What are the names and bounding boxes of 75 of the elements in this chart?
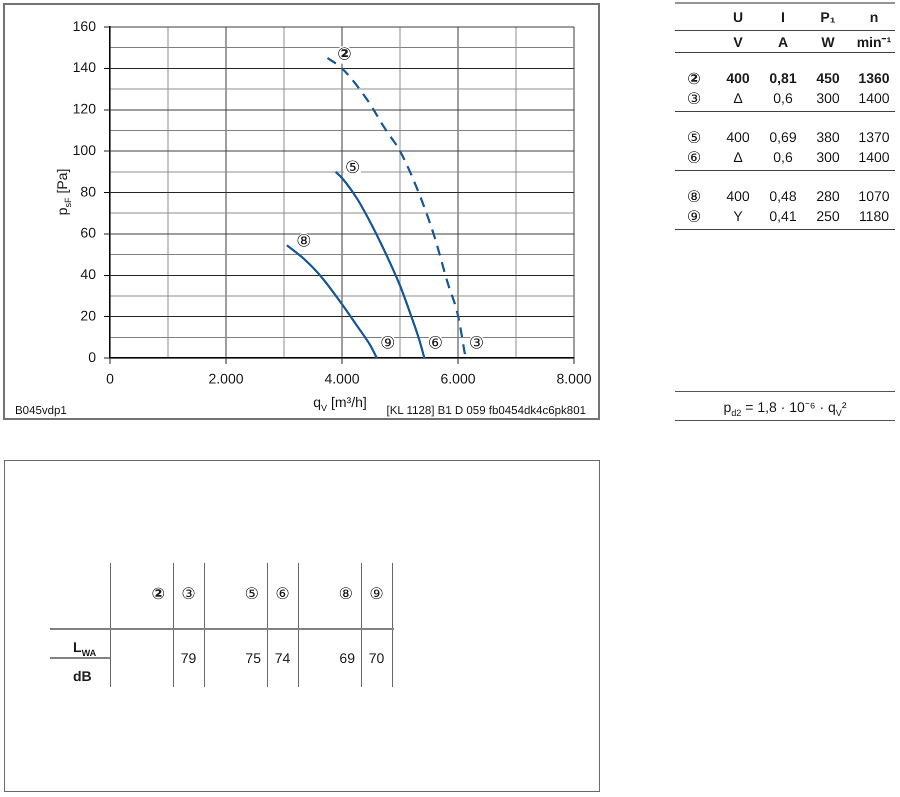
category-label: ⑧ bbox=[338, 584, 353, 602]
annotation: ⑨ bbox=[380, 333, 396, 354]
category-label: n bbox=[870, 9, 878, 25]
y-tick-label: 120 bbox=[72, 100, 96, 117]
category-label: ⑤ bbox=[686, 128, 702, 146]
text: L$_{WA}$ bbox=[73, 639, 96, 658]
annotation: ② bbox=[337, 44, 352, 64]
text: 300 bbox=[816, 90, 840, 106]
text: 1180 bbox=[858, 208, 890, 224]
text: 0,6 bbox=[773, 149, 793, 165]
data-label: 69 bbox=[339, 650, 355, 666]
y-tick-label: 60 bbox=[80, 224, 96, 241]
text: W bbox=[821, 34, 835, 50]
x-tick-label: 6.000 bbox=[440, 370, 476, 386]
annotation: ③ bbox=[468, 333, 484, 354]
y-tick-label: 0 bbox=[88, 348, 96, 365]
text: 250 bbox=[816, 208, 840, 224]
data-label: 75 bbox=[245, 650, 261, 666]
text: 380 bbox=[816, 129, 840, 145]
text: Δ bbox=[733, 90, 743, 106]
y-tick-label: 140 bbox=[72, 59, 96, 76]
category-label: ② bbox=[151, 584, 165, 602]
text: 0,48 bbox=[769, 188, 797, 204]
category-label: ② bbox=[687, 68, 701, 88]
data-label: 79 bbox=[180, 650, 196, 666]
text: B045vdp1 bbox=[15, 405, 67, 418]
y-tick-label: 20 bbox=[80, 307, 96, 324]
category-label: I bbox=[781, 9, 785, 25]
category-label: ⑥ bbox=[686, 148, 702, 166]
category-label: ⑧ bbox=[686, 186, 702, 206]
text: 280 bbox=[816, 188, 840, 204]
x-tick-label: 8.000 bbox=[556, 370, 592, 386]
annotation: ⑤ bbox=[344, 158, 360, 178]
x-tick-label: 4.000 bbox=[324, 370, 360, 386]
text: 1400 bbox=[858, 149, 890, 165]
y-tick-label: 40 bbox=[80, 266, 96, 282]
text: Y bbox=[733, 208, 743, 224]
text: 450 bbox=[816, 70, 840, 86]
text: 0,41 bbox=[769, 208, 797, 224]
y-tick-label: 100 bbox=[72, 142, 96, 158]
text: 400 bbox=[726, 129, 750, 145]
text: 400 bbox=[726, 188, 750, 204]
category-label: ③ bbox=[686, 88, 702, 108]
category-label: P₁ bbox=[820, 9, 836, 25]
y-tick-label: 80 bbox=[80, 183, 96, 200]
data-label: 70 bbox=[368, 650, 384, 666]
data-label: 74 bbox=[274, 650, 290, 666]
text: 1370 bbox=[858, 129, 890, 145]
text: 1360 bbox=[858, 70, 890, 86]
text: 300 bbox=[816, 149, 840, 165]
text: 0,69 bbox=[769, 129, 797, 145]
x-tick-label: 0 bbox=[106, 370, 114, 386]
text: 1070 bbox=[858, 188, 890, 204]
category-label: ③ bbox=[181, 584, 196, 602]
x-axis-title: q$_{V}$ [m³/h] bbox=[313, 394, 367, 413]
text: 0,6 bbox=[773, 90, 793, 106]
category-label: ⑥ bbox=[275, 584, 290, 602]
category-label: U bbox=[732, 9, 744, 25]
text: Δ bbox=[733, 149, 743, 165]
category-label: ⑤ bbox=[244, 584, 259, 602]
category-label: ⑨ bbox=[686, 206, 702, 226]
y-tick-label: 160 bbox=[72, 18, 96, 34]
x-tick-label: 2.000 bbox=[208, 370, 244, 386]
text: 0,81 bbox=[769, 70, 797, 86]
text: dB bbox=[73, 668, 92, 684]
text: A bbox=[778, 34, 788, 50]
category-label: ⑨ bbox=[369, 584, 384, 602]
annotation: ⑥ bbox=[428, 333, 443, 354]
text: 400 bbox=[726, 70, 750, 86]
annotation: ⑧ bbox=[296, 232, 312, 252]
text: [KL 1128] B1 D 059 fb0454dk4c6pk801 bbox=[386, 405, 586, 418]
text: p$_{d2}$ = 1,8 · 10⁻⁶ · q$_{V}$² bbox=[723, 398, 847, 418]
text: min⁻¹ bbox=[856, 34, 892, 50]
text: V bbox=[733, 34, 743, 50]
text: 1400 bbox=[858, 90, 890, 106]
